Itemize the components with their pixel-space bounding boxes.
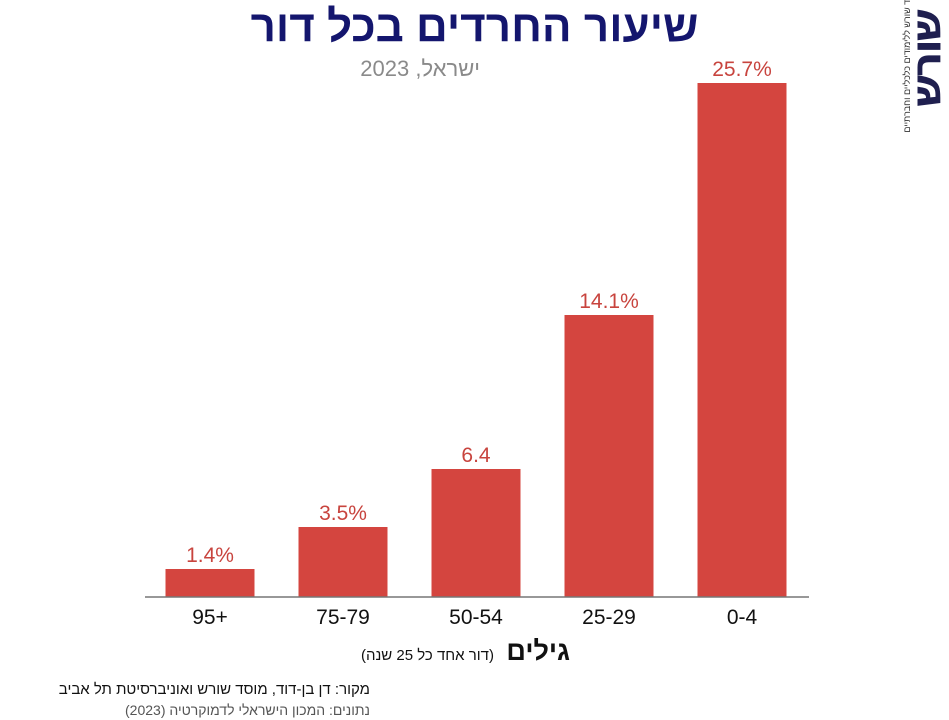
source-line-2: נתונים: המכון הישראלי לדמוקרטיה (2023) — [4, 700, 370, 720]
x-tick-label-0-4: 0-4 — [727, 606, 758, 629]
bar-75-79 — [299, 527, 388, 597]
bar-95+ — [166, 569, 255, 597]
bar-25-29 — [565, 315, 654, 597]
value-label-50-54: 6.4 — [461, 444, 491, 467]
x-tick-label-75-79: 75-79 — [316, 606, 370, 629]
source-note: מקור: דן בן-דוד, מוסד שורש ואוניברסיטת ת… — [4, 680, 370, 720]
x-axis-note: (דור אחד כל 25 שנה) — [361, 647, 494, 664]
value-label-75-79: 3.5% — [319, 502, 367, 525]
value-label-0-4: 25.7% — [712, 58, 772, 81]
bar-0-4 — [698, 83, 787, 597]
x-tick-label-50-54: 50-54 — [449, 606, 503, 629]
x-tick-label-95+: 95+ — [192, 606, 228, 629]
value-label-95+: 1.4% — [186, 544, 234, 567]
value-label-25-29: 14.1% — [579, 290, 639, 313]
x-axis-label: גילים — [506, 636, 570, 666]
bar-50-54 — [432, 469, 521, 597]
x-axis-title: גילים (דור אחד כל 25 שנה) — [330, 636, 570, 667]
source-line-1: מקור: דן בן-דוד, מוסד שורש ואוניברסיטת ת… — [4, 680, 370, 700]
x-tick-label-25-29: 25-29 — [582, 606, 636, 629]
